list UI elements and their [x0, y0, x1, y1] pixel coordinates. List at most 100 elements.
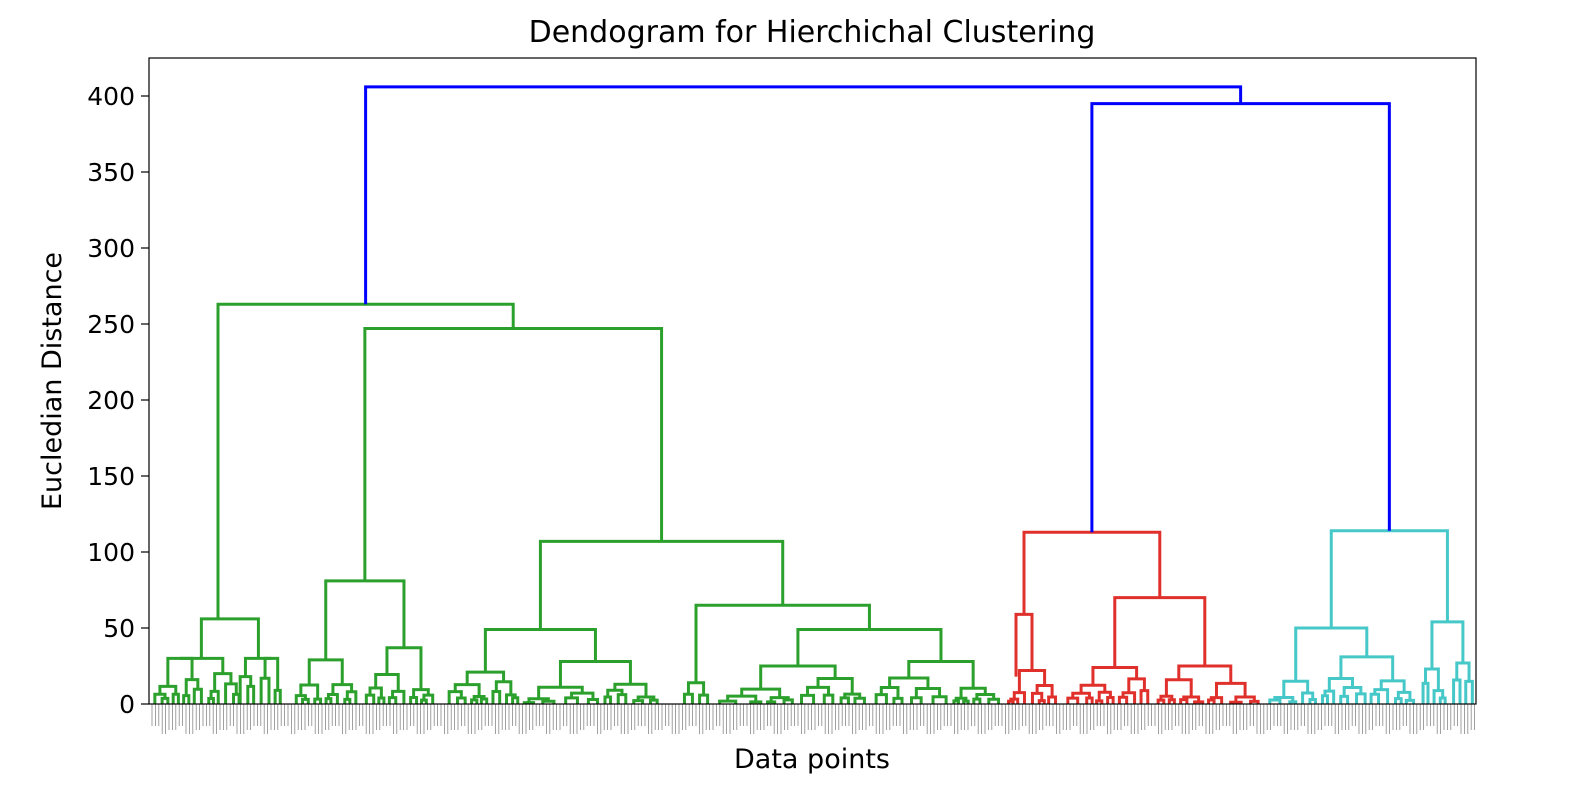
- dendrogram-link: [387, 696, 398, 704]
- y-tick-label: 250: [87, 310, 135, 339]
- dendrogram-link: [1268, 698, 1282, 704]
- dendrogram-link: [1121, 691, 1137, 704]
- dendrogram-link: [1156, 698, 1166, 704]
- dendrogram-link: [1464, 679, 1474, 704]
- dendrogram-link: [1229, 700, 1243, 704]
- dendrogram-link: [959, 686, 987, 699]
- dendrogram-link: [1139, 689, 1150, 704]
- chart-title: Dendogram for Hierchichal Clustering: [529, 15, 1096, 50]
- dendrogram-link: [455, 696, 467, 704]
- dendrogram-link: [987, 697, 1001, 704]
- dendrogram-link: [1438, 696, 1447, 704]
- dendrogram-link: [385, 646, 423, 690]
- dendrogram-link: [1234, 695, 1256, 703]
- dendrogram-link: [1113, 596, 1207, 668]
- dendrogram-link: [1209, 696, 1224, 704]
- dendrogram-link: [331, 683, 354, 695]
- dendrogram-link: [1047, 695, 1058, 704]
- dendrogram-link: [368, 686, 383, 698]
- dendrogram-link: [962, 699, 970, 704]
- dendrogram-link: [537, 685, 584, 699]
- dendrogram-link: [766, 700, 777, 704]
- dendrogram-link: [613, 682, 648, 698]
- dendrogram-link: [564, 696, 579, 704]
- dendrogram-link: [1117, 695, 1129, 704]
- dendrogram-link: [606, 688, 624, 697]
- top-merge-link: [364, 85, 1243, 305]
- dendrogram-link: [1066, 696, 1080, 704]
- dendrogram-link: [1288, 700, 1298, 704]
- dendrogram-link: [800, 693, 816, 704]
- dendrogram-link: [1421, 681, 1430, 704]
- dendrogram-link: [224, 682, 238, 704]
- top-merge-link: [1090, 102, 1391, 533]
- dendrogram-link: [1301, 691, 1315, 704]
- dendrogram-link: [1030, 691, 1044, 704]
- dendrogram-link: [1432, 689, 1445, 704]
- dendrogram-link: [259, 676, 271, 704]
- dendrogram-link: [527, 697, 550, 703]
- dendrogram-link: [1308, 697, 1317, 704]
- dendrogram-link: [839, 696, 850, 704]
- dendrogram-link: [294, 694, 307, 704]
- dendrogram-link: [822, 693, 835, 704]
- dendrogram-link: [1167, 698, 1176, 704]
- y-tick-label: 300: [87, 234, 135, 263]
- dendrogram-link: [363, 327, 664, 581]
- dendrogram-link: [879, 685, 900, 699]
- dendrogram-link: [843, 692, 862, 699]
- dendrogram-link: [263, 656, 280, 691]
- dendrogram-link: [494, 680, 513, 695]
- dendrogram-link: [1214, 681, 1247, 698]
- dendrogram-link: [511, 696, 520, 704]
- dendrogram-link: [1012, 691, 1026, 704]
- dendrogram-link: [1207, 698, 1216, 704]
- dendrogram-link: [740, 687, 782, 698]
- dendrogram-link: [246, 684, 256, 704]
- dendrogram-link: [874, 693, 888, 704]
- dendrogram-link: [192, 687, 203, 704]
- dendrogram-link: [1452, 678, 1462, 704]
- dendrogram-link: [616, 693, 628, 704]
- dendrogram-link: [910, 696, 923, 704]
- dendrogram-link: [179, 656, 225, 674]
- dendrogram-link: [1373, 688, 1390, 704]
- dendrogram-link: [1369, 692, 1381, 704]
- dendrogram-link: [377, 696, 386, 704]
- dendrogram-link: [1294, 626, 1369, 682]
- y-axis-ticks: 0 50 100 150 200 250 300 350 400: [87, 82, 149, 719]
- dendrogram-link: [1355, 692, 1367, 704]
- dendrogram-link: [1022, 530, 1162, 615]
- dendrogram-link: [1037, 699, 1046, 704]
- dendrogram-link: [1085, 696, 1094, 704]
- dendrogram-link: [749, 700, 763, 704]
- y-tick-label: 350: [87, 158, 135, 187]
- dendrogram-link: [1339, 694, 1350, 704]
- dendrogram-link: [326, 692, 339, 704]
- x-axis-label: Data points: [734, 744, 890, 775]
- dendrogram-link: [364, 693, 376, 704]
- dendrogram-link: [313, 697, 323, 704]
- dendrogram-link: [207, 696, 215, 704]
- dendrogram-link: [479, 697, 489, 704]
- dendrogram-link: [1014, 612, 1034, 677]
- dendrogram-link: [307, 658, 344, 686]
- dendrogram-link: [166, 656, 194, 687]
- dendrogram-link: [1320, 694, 1329, 704]
- dendrogram-link: [171, 692, 180, 704]
- dendrogram-link: [888, 676, 930, 689]
- dendrogram-link: [1035, 684, 1054, 698]
- dendrogram-link: [299, 683, 320, 700]
- dendrogram-link: [952, 699, 960, 704]
- plot-frame: [148, 57, 1477, 705]
- dendrogram-link: [470, 698, 479, 704]
- dendrogram-link: [682, 692, 694, 704]
- dendrogram-link: [447, 690, 463, 704]
- dendrogram-link: [726, 694, 758, 702]
- dendrogram-link: [698, 693, 710, 704]
- dendrogram-link: [806, 685, 831, 696]
- dendrogram-link: [931, 695, 948, 704]
- dendrogram-link: [301, 697, 310, 704]
- y-tick-label: 200: [87, 386, 135, 415]
- dendrogram-link: [853, 696, 866, 704]
